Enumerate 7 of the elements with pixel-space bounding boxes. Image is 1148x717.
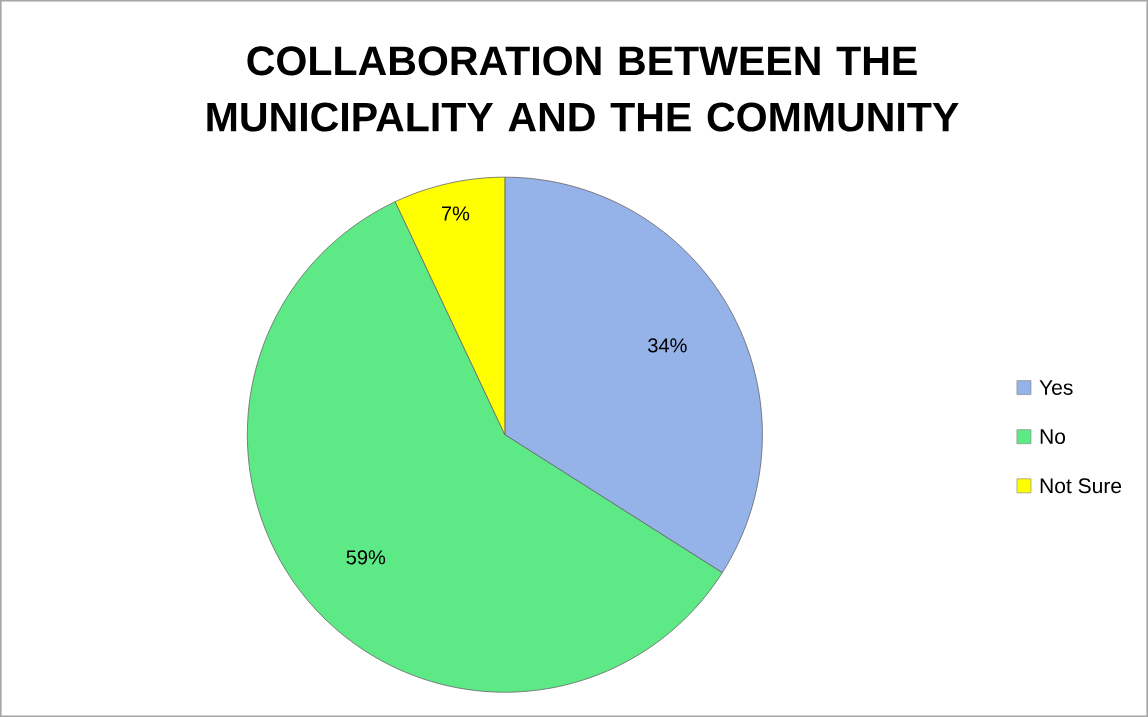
legend-label: Yes: [1039, 380, 1073, 395]
data-label: 7%: [441, 206, 470, 221]
data-label: 59%: [346, 550, 386, 565]
legend-label: No: [1040, 429, 1066, 445]
legend-label: Not Sure: [1040, 478, 1122, 494]
chart-title: COLLABORATION BETWEEN THE MUNICIPALITY AND THE COMMUNITY: [207, 46, 959, 132]
data-label: 34%: [648, 338, 687, 353]
